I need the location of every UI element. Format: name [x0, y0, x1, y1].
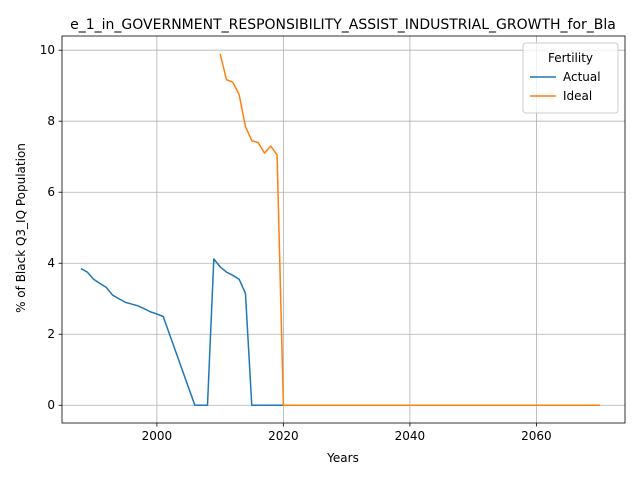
y-axis-label: % of Black Q3_IQ Population: [14, 143, 28, 313]
y-tick-label: 4: [47, 256, 55, 270]
series-line-ideal: [219, 53, 600, 406]
y-tick-label: 10: [40, 43, 55, 57]
x-tick-label: 2020: [268, 429, 299, 443]
x-tick-label: 2000: [142, 429, 173, 443]
x-tick-label: 2040: [395, 429, 426, 443]
legend-label-ideal: Ideal: [563, 89, 592, 103]
x-tick-label: 2060: [521, 429, 552, 443]
y-tick-label: 8: [47, 114, 55, 128]
y-tick-label: 6: [47, 185, 55, 199]
x-axis-label: Years: [326, 451, 359, 465]
y-tick-label: 2: [47, 327, 55, 341]
legend-title: Fertility: [548, 51, 593, 65]
plot-area: 2000 2020 2040 2060 0 2 4 6 8 10: [40, 35, 626, 443]
series-line-actual: [80, 258, 600, 406]
legend: Fertility Actual Ideal: [522, 42, 619, 114]
chart-title: e_1_in_GOVERNMENT_RESPONSIBILITY_ASSIST_…: [70, 17, 616, 33]
axes-frame: [61, 35, 626, 424]
y-tick-label: 0: [47, 398, 55, 412]
legend-label-actual: Actual: [563, 70, 601, 84]
